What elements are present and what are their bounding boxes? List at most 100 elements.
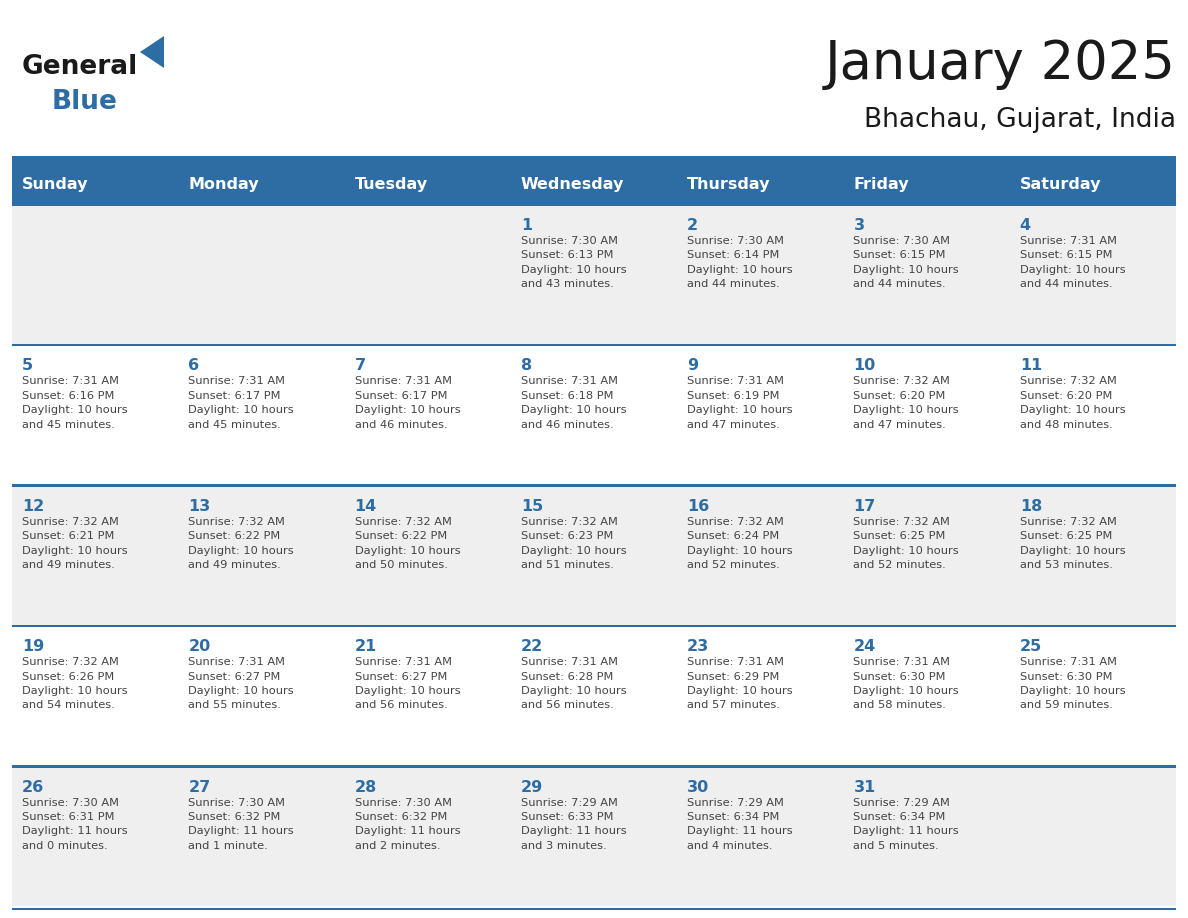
- Text: Sunrise: 7:32 AM
Sunset: 6:21 PM
Daylight: 10 hours
and 49 minutes.: Sunrise: 7:32 AM Sunset: 6:21 PM Dayligh…: [23, 517, 127, 570]
- Text: 12: 12: [23, 498, 44, 514]
- Bar: [12, 160, 178, 204]
- Text: Sunrise: 7:31 AM
Sunset: 6:17 PM
Daylight: 10 hours
and 45 minutes.: Sunrise: 7:31 AM Sunset: 6:17 PM Dayligh…: [188, 376, 293, 430]
- Text: Sunrise: 7:32 AM
Sunset: 6:26 PM
Daylight: 10 hours
and 54 minutes.: Sunrise: 7:32 AM Sunset: 6:26 PM Dayligh…: [23, 657, 127, 711]
- Bar: [12, 344, 1176, 346]
- Bar: [178, 625, 345, 766]
- Text: Sunrise: 7:29 AM
Sunset: 6:34 PM
Daylight: 11 hours
and 4 minutes.: Sunrise: 7:29 AM Sunset: 6:34 PM Dayligh…: [687, 798, 792, 851]
- Text: 15: 15: [520, 498, 543, 514]
- Text: Sunrise: 7:31 AM
Sunset: 6:18 PM
Daylight: 10 hours
and 46 minutes.: Sunrise: 7:31 AM Sunset: 6:18 PM Dayligh…: [520, 376, 626, 430]
- Text: 7: 7: [354, 358, 366, 374]
- Bar: [345, 766, 511, 906]
- Text: Bhachau, Gujarat, India: Bhachau, Gujarat, India: [864, 107, 1176, 133]
- Bar: [843, 344, 1010, 485]
- Text: 5: 5: [23, 358, 33, 374]
- Bar: [677, 160, 843, 204]
- Text: 24: 24: [853, 639, 876, 655]
- Text: January 2025: January 2025: [826, 38, 1176, 90]
- Bar: [677, 625, 843, 766]
- Text: 31: 31: [853, 779, 876, 795]
- Text: Sunrise: 7:32 AM
Sunset: 6:22 PM
Daylight: 10 hours
and 50 minutes.: Sunrise: 7:32 AM Sunset: 6:22 PM Dayligh…: [354, 517, 460, 570]
- Text: Sunrise: 7:29 AM
Sunset: 6:33 PM
Daylight: 11 hours
and 3 minutes.: Sunrise: 7:29 AM Sunset: 6:33 PM Dayligh…: [520, 798, 626, 851]
- Text: Thursday: Thursday: [687, 176, 771, 192]
- Text: Sunrise: 7:32 AM
Sunset: 6:20 PM
Daylight: 10 hours
and 47 minutes.: Sunrise: 7:32 AM Sunset: 6:20 PM Dayligh…: [853, 376, 959, 430]
- Text: 21: 21: [354, 639, 377, 655]
- Bar: [1010, 766, 1176, 906]
- Text: 26: 26: [23, 779, 44, 795]
- Bar: [1010, 204, 1176, 344]
- Bar: [178, 344, 345, 485]
- Bar: [511, 344, 677, 485]
- Text: Sunrise: 7:31 AM
Sunset: 6:30 PM
Daylight: 10 hours
and 59 minutes.: Sunrise: 7:31 AM Sunset: 6:30 PM Dayligh…: [1019, 657, 1125, 711]
- Bar: [843, 160, 1010, 204]
- Bar: [345, 625, 511, 766]
- Text: Sunrise: 7:32 AM
Sunset: 6:24 PM
Daylight: 10 hours
and 52 minutes.: Sunrise: 7:32 AM Sunset: 6:24 PM Dayligh…: [687, 517, 792, 570]
- Bar: [677, 204, 843, 344]
- Text: Wednesday: Wednesday: [520, 176, 624, 192]
- Bar: [178, 766, 345, 906]
- Bar: [12, 485, 1176, 487]
- Text: Sunrise: 7:31 AM
Sunset: 6:16 PM
Daylight: 10 hours
and 45 minutes.: Sunrise: 7:31 AM Sunset: 6:16 PM Dayligh…: [23, 376, 127, 430]
- Text: 29: 29: [520, 779, 543, 795]
- Text: Sunrise: 7:30 AM
Sunset: 6:15 PM
Daylight: 10 hours
and 44 minutes.: Sunrise: 7:30 AM Sunset: 6:15 PM Dayligh…: [853, 236, 959, 289]
- Text: Sunrise: 7:32 AM
Sunset: 6:25 PM
Daylight: 10 hours
and 53 minutes.: Sunrise: 7:32 AM Sunset: 6:25 PM Dayligh…: [1019, 517, 1125, 570]
- Text: Friday: Friday: [853, 176, 909, 192]
- Text: 11: 11: [1019, 358, 1042, 374]
- Text: Sunrise: 7:31 AM
Sunset: 6:15 PM
Daylight: 10 hours
and 44 minutes.: Sunrise: 7:31 AM Sunset: 6:15 PM Dayligh…: [1019, 236, 1125, 289]
- Text: 9: 9: [687, 358, 699, 374]
- Bar: [677, 485, 843, 625]
- Bar: [12, 204, 178, 344]
- Text: 2: 2: [687, 218, 699, 233]
- Bar: [1010, 344, 1176, 485]
- Text: 13: 13: [188, 498, 210, 514]
- Text: Sunrise: 7:32 AM
Sunset: 6:23 PM
Daylight: 10 hours
and 51 minutes.: Sunrise: 7:32 AM Sunset: 6:23 PM Dayligh…: [520, 517, 626, 570]
- Text: Sunrise: 7:30 AM
Sunset: 6:31 PM
Daylight: 11 hours
and 0 minutes.: Sunrise: 7:30 AM Sunset: 6:31 PM Dayligh…: [23, 798, 127, 851]
- Bar: [12, 156, 1176, 160]
- Bar: [178, 160, 345, 204]
- Bar: [12, 625, 1176, 627]
- Bar: [677, 766, 843, 906]
- Text: 23: 23: [687, 639, 709, 655]
- Text: 6: 6: [188, 358, 200, 374]
- Text: Monday: Monday: [188, 176, 259, 192]
- Bar: [1010, 625, 1176, 766]
- Bar: [511, 766, 677, 906]
- Text: Sunrise: 7:31 AM
Sunset: 6:28 PM
Daylight: 10 hours
and 56 minutes.: Sunrise: 7:31 AM Sunset: 6:28 PM Dayligh…: [520, 657, 626, 711]
- Text: Sunday: Sunday: [23, 176, 88, 192]
- Bar: [511, 204, 677, 344]
- Text: 10: 10: [853, 358, 876, 374]
- Bar: [12, 766, 178, 906]
- Text: Sunrise: 7:30 AM
Sunset: 6:32 PM
Daylight: 11 hours
and 1 minute.: Sunrise: 7:30 AM Sunset: 6:32 PM Dayligh…: [188, 798, 293, 851]
- Bar: [12, 344, 178, 485]
- Text: 16: 16: [687, 498, 709, 514]
- Text: 19: 19: [23, 639, 44, 655]
- Bar: [1010, 485, 1176, 625]
- Text: 28: 28: [354, 779, 377, 795]
- Text: 17: 17: [853, 498, 876, 514]
- Bar: [843, 766, 1010, 906]
- Text: Sunrise: 7:29 AM
Sunset: 6:34 PM
Daylight: 11 hours
and 5 minutes.: Sunrise: 7:29 AM Sunset: 6:34 PM Dayligh…: [853, 798, 959, 851]
- Bar: [511, 625, 677, 766]
- Text: Sunrise: 7:32 AM
Sunset: 6:20 PM
Daylight: 10 hours
and 48 minutes.: Sunrise: 7:32 AM Sunset: 6:20 PM Dayligh…: [1019, 376, 1125, 430]
- Text: Sunrise: 7:31 AM
Sunset: 6:27 PM
Daylight: 10 hours
and 55 minutes.: Sunrise: 7:31 AM Sunset: 6:27 PM Dayligh…: [188, 657, 293, 711]
- Text: Tuesday: Tuesday: [354, 176, 428, 192]
- Text: Sunrise: 7:31 AM
Sunset: 6:27 PM
Daylight: 10 hours
and 56 minutes.: Sunrise: 7:31 AM Sunset: 6:27 PM Dayligh…: [354, 657, 460, 711]
- Bar: [178, 485, 345, 625]
- Bar: [12, 204, 1176, 206]
- Text: Sunrise: 7:31 AM
Sunset: 6:29 PM
Daylight: 10 hours
and 57 minutes.: Sunrise: 7:31 AM Sunset: 6:29 PM Dayligh…: [687, 657, 792, 711]
- Text: Sunrise: 7:32 AM
Sunset: 6:22 PM
Daylight: 10 hours
and 49 minutes.: Sunrise: 7:32 AM Sunset: 6:22 PM Dayligh…: [188, 517, 293, 570]
- Bar: [843, 625, 1010, 766]
- Text: 18: 18: [1019, 498, 1042, 514]
- Bar: [1010, 160, 1176, 204]
- Text: 3: 3: [853, 218, 865, 233]
- Bar: [511, 160, 677, 204]
- Polygon shape: [140, 36, 164, 68]
- Bar: [345, 160, 511, 204]
- Text: 27: 27: [188, 779, 210, 795]
- Text: Sunrise: 7:31 AM
Sunset: 6:19 PM
Daylight: 10 hours
and 47 minutes.: Sunrise: 7:31 AM Sunset: 6:19 PM Dayligh…: [687, 376, 792, 430]
- Text: 1: 1: [520, 218, 532, 233]
- Bar: [345, 344, 511, 485]
- Text: 14: 14: [354, 498, 377, 514]
- Text: 30: 30: [687, 779, 709, 795]
- Bar: [12, 625, 178, 766]
- Text: Sunrise: 7:30 AM
Sunset: 6:13 PM
Daylight: 10 hours
and 43 minutes.: Sunrise: 7:30 AM Sunset: 6:13 PM Dayligh…: [520, 236, 626, 289]
